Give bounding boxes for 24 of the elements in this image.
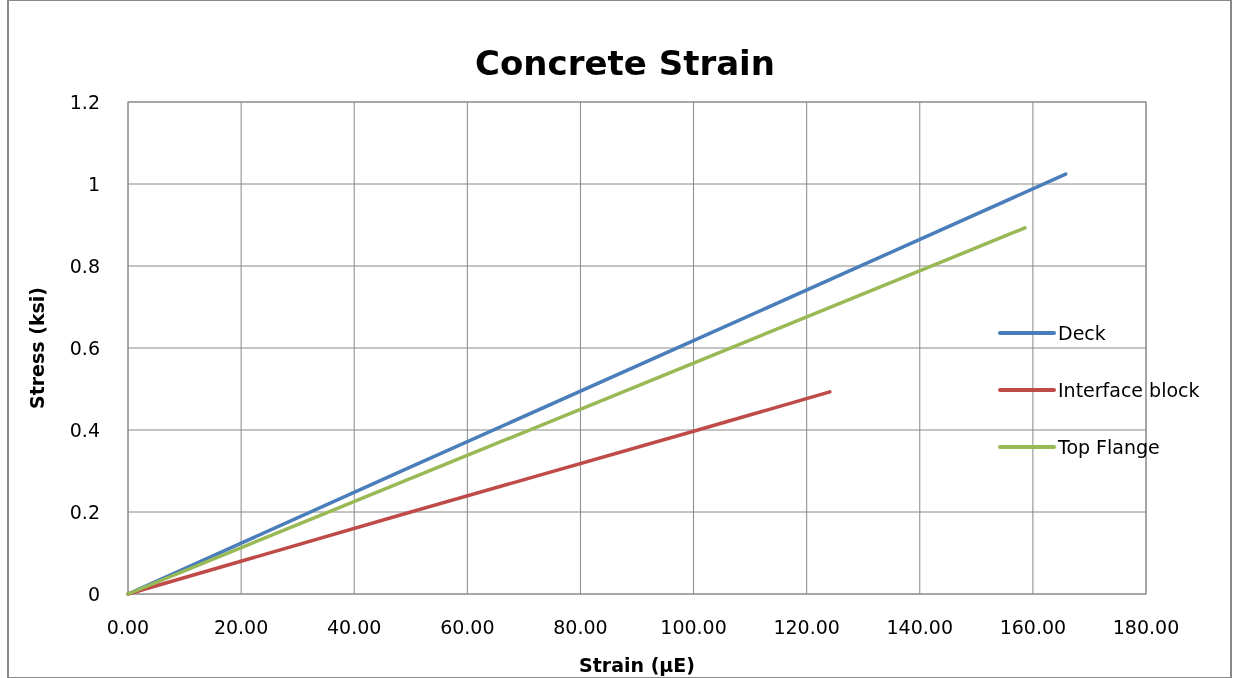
x-tick-label: 80.00: [553, 616, 608, 638]
x-tick-label: 140.00: [886, 616, 954, 638]
x-tick-label: 40.00: [327, 616, 382, 638]
y-axis-title: Stress (ksi): [26, 286, 48, 410]
x-tick-label: 120.00: [773, 616, 840, 638]
x-tick-label: 100.00: [660, 616, 727, 638]
x-tick-label: 60.00: [440, 616, 495, 638]
y-tick-label: 0.4: [69, 419, 100, 441]
x-tick-label: 0.00: [106, 616, 150, 638]
x-tick-label: 180.00: [1112, 616, 1180, 638]
x-axis-title: Strain (µE): [579, 654, 695, 676]
line-series: [126, 226, 1027, 596]
y-tick-label: 1: [87, 173, 100, 195]
legend-label: Deck: [1058, 322, 1106, 344]
y-tick-label: 0.6: [69, 337, 100, 359]
y-tick-label: 0.2: [69, 501, 100, 523]
x-tick-label: 160.00: [999, 616, 1067, 638]
x-tick-label: 20.00: [213, 616, 269, 638]
y-tick-label: 1.2: [69, 91, 100, 113]
legend-label: Interface block: [1058, 379, 1200, 401]
chart-title: Concrete Strain: [475, 43, 775, 83]
legend-label: Top Flange: [1057, 436, 1160, 458]
y-tick-label: 0: [87, 583, 100, 605]
y-tick-label: 0.8: [69, 255, 100, 277]
